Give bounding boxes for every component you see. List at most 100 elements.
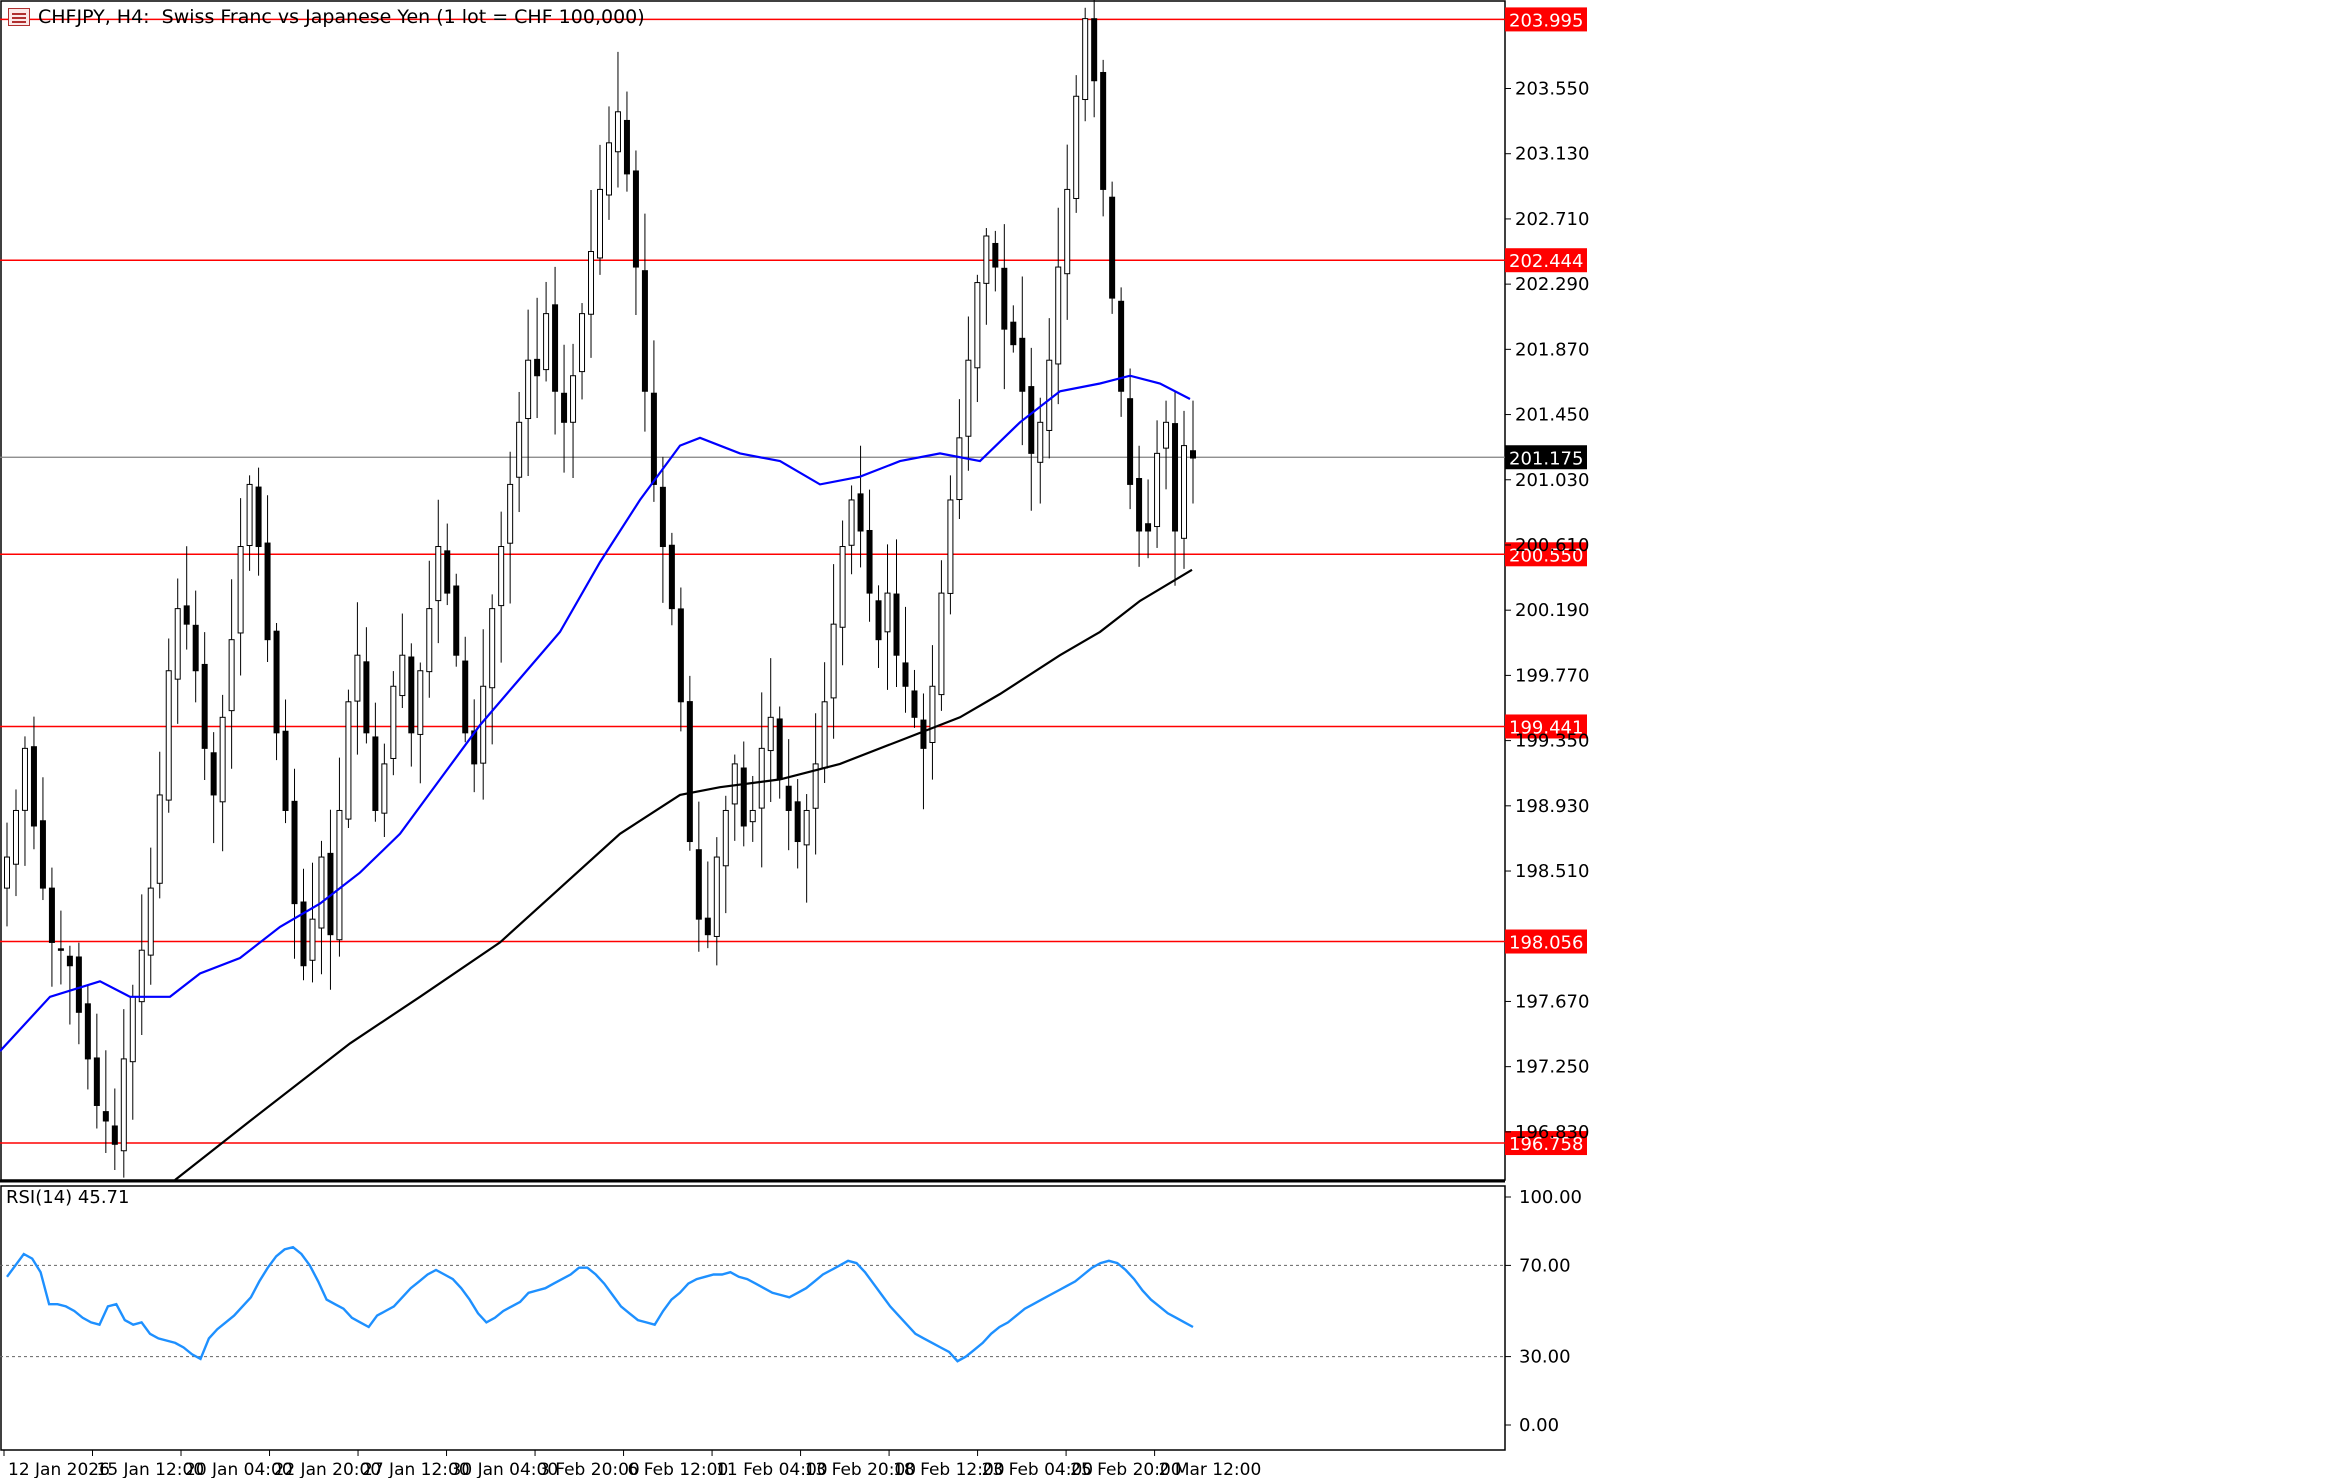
candle-bull bbox=[597, 188, 603, 259]
candle-bull bbox=[1064, 188, 1071, 275]
candle-bull bbox=[345, 701, 352, 820]
candle-bull bbox=[219, 716, 226, 803]
candle-bull bbox=[570, 375, 577, 423]
candle-bull bbox=[336, 809, 343, 941]
time-tick-label: 3 Feb 20:00 bbox=[539, 1460, 640, 1478]
time-tick-label: 6 Feb 12:00 bbox=[628, 1460, 729, 1478]
candle-bull bbox=[4, 856, 10, 889]
candle-bear bbox=[857, 493, 864, 532]
candle-bear bbox=[893, 593, 900, 656]
candle-bear bbox=[444, 550, 451, 594]
rsi-tick-label: 100.00 bbox=[1519, 1187, 1582, 1208]
price-tick-label: 201.870 bbox=[1515, 339, 1589, 360]
candle-bull bbox=[354, 654, 361, 702]
candle-bear bbox=[1100, 71, 1107, 190]
candle-bear bbox=[201, 663, 208, 749]
time-tick-label: 12 Jan 2026 bbox=[8, 1460, 110, 1478]
candle-bull bbox=[749, 809, 756, 823]
candle-bear bbox=[255, 486, 262, 548]
price-tick-label: 203.130 bbox=[1515, 144, 1589, 165]
candle-bear bbox=[183, 605, 190, 625]
rsi-tick-label: 0.00 bbox=[1519, 1415, 1559, 1436]
candle-bear bbox=[552, 304, 559, 392]
candle-bull bbox=[138, 949, 145, 1003]
rsi-panel-border bbox=[0, 1185, 1506, 1451]
axes: 203.550 203.130 202.710 202.290 201.870 201.4… bbox=[3, 79, 1589, 1478]
candle-bear bbox=[902, 662, 909, 687]
time-tick-label: 11 Feb 04:00 bbox=[716, 1460, 828, 1478]
candle-bull bbox=[956, 437, 963, 501]
candle-bull bbox=[246, 483, 253, 547]
rsi-tick-label: 30.00 bbox=[1519, 1347, 1571, 1368]
time-tick-label: 13 Feb 20:00 bbox=[805, 1460, 917, 1478]
moving-averages bbox=[0, 374, 1193, 1181]
candle-bull bbox=[1073, 95, 1080, 199]
candle-bear bbox=[561, 392, 568, 423]
current-price-label: 201.175 bbox=[1509, 448, 1583, 469]
level-label: 203.995 bbox=[1509, 10, 1583, 31]
candle-bear bbox=[1091, 18, 1098, 82]
price-tick-label: 199.350 bbox=[1515, 731, 1589, 752]
candle-bull bbox=[165, 670, 172, 801]
candle-bear bbox=[920, 719, 927, 749]
candle-bull bbox=[498, 546, 505, 607]
candle-bull bbox=[983, 235, 990, 284]
time-tick-label: 18 Feb 12:00 bbox=[893, 1460, 1005, 1478]
level-label-bg bbox=[1505, 714, 1587, 739]
candle-bear bbox=[372, 736, 379, 811]
level-label: 200.550 bbox=[1509, 545, 1583, 566]
candle-bull bbox=[1181, 445, 1188, 539]
candle-bull bbox=[156, 794, 163, 884]
candlestick-series bbox=[4, 0, 1196, 1178]
level-label-bg bbox=[1505, 929, 1587, 954]
candle-bull bbox=[543, 313, 550, 371]
candle-bull bbox=[1055, 266, 1062, 365]
candle-bear bbox=[39, 820, 46, 889]
candle-bull bbox=[605, 142, 612, 196]
candle-bear bbox=[776, 718, 783, 780]
price-tick-label: 201.030 bbox=[1515, 470, 1589, 491]
candle-bull bbox=[1046, 359, 1053, 431]
candle-bear bbox=[408, 656, 415, 734]
level-label: 198.056 bbox=[1509, 933, 1583, 954]
candle-bull bbox=[947, 499, 954, 594]
candle-bear bbox=[686, 701, 693, 843]
candle-bull bbox=[129, 996, 136, 1063]
candle-bear bbox=[534, 358, 541, 377]
candle-bear bbox=[57, 948, 64, 951]
candle-bear bbox=[785, 785, 792, 811]
candle-bull bbox=[120, 1058, 127, 1152]
candle-bear bbox=[291, 800, 298, 905]
price-tick-label: 196.830 bbox=[1515, 1122, 1589, 1143]
candle-bull bbox=[237, 546, 244, 634]
candle-bear bbox=[1001, 267, 1008, 330]
price-tick-label: 200.610 bbox=[1515, 535, 1589, 556]
level-label-bg bbox=[1505, 542, 1587, 567]
chart-frame bbox=[0, 0, 1506, 1451]
price-tick-label: 201.450 bbox=[1515, 405, 1589, 426]
price-tick-label: 197.250 bbox=[1515, 1057, 1589, 1078]
candle-bull bbox=[767, 716, 774, 752]
candle-bull bbox=[1154, 452, 1161, 528]
candle-bull bbox=[399, 654, 406, 697]
level-label: 196.758 bbox=[1509, 1134, 1583, 1155]
candle-bear bbox=[192, 624, 199, 672]
main-panel-border bbox=[0, 0, 1506, 1181]
rsi-tick-label: 70.00 bbox=[1519, 1255, 1571, 1276]
candle-bear bbox=[1127, 398, 1134, 485]
time-tick-label: 15 Jan 12:00 bbox=[97, 1460, 205, 1478]
level-label-bg bbox=[1505, 7, 1587, 32]
candle-bull bbox=[758, 747, 765, 809]
candle-bear bbox=[1010, 321, 1017, 346]
candle-bear bbox=[740, 767, 747, 827]
candle-bull bbox=[435, 546, 442, 602]
current-price-label-bg bbox=[1505, 445, 1587, 470]
candle-bull bbox=[1037, 421, 1044, 463]
candle-bull bbox=[722, 809, 729, 867]
moving-average-fast-line bbox=[0, 374, 1191, 1052]
candle-bull bbox=[974, 282, 981, 369]
candle-bear bbox=[794, 801, 801, 843]
candle-bear bbox=[84, 1003, 91, 1060]
level-label-bg bbox=[1505, 1131, 1587, 1156]
